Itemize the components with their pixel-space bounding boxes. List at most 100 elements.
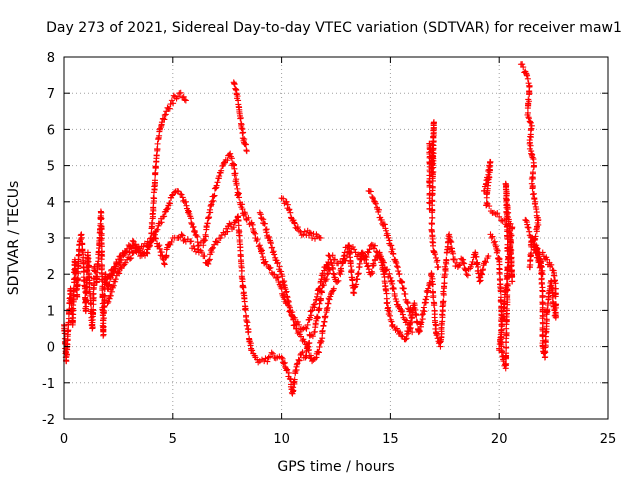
data-point [494, 210, 501, 217]
data-point [110, 282, 117, 289]
data-point [232, 170, 239, 177]
data-point [185, 209, 192, 216]
data-point [532, 198, 539, 205]
data-point [226, 220, 233, 227]
data-point [525, 115, 532, 122]
data-point [299, 349, 306, 356]
data-point [439, 307, 446, 314]
data-point [143, 249, 150, 256]
data-point [152, 235, 159, 242]
data-point [386, 308, 393, 315]
data-point [368, 241, 375, 248]
data-point [290, 316, 297, 323]
data-point [228, 155, 235, 162]
data-point [153, 152, 160, 159]
data-point [129, 250, 136, 257]
data-point [320, 282, 327, 289]
data-point [501, 291, 508, 298]
data-point [238, 267, 245, 274]
data-point [229, 160, 236, 167]
data-point [241, 136, 248, 143]
data-point [551, 278, 558, 285]
data-point [484, 255, 491, 262]
data-point [531, 196, 538, 203]
data-point [347, 263, 354, 270]
data-point [182, 97, 189, 104]
data-point [500, 304, 507, 311]
data-point [421, 308, 428, 315]
data-point [432, 251, 439, 258]
data-point [262, 258, 269, 265]
data-point [83, 303, 90, 310]
data-point [286, 304, 293, 311]
data-point [370, 262, 377, 269]
data-point [170, 100, 177, 107]
data-point [243, 147, 250, 154]
data-point [159, 213, 166, 220]
data-point [345, 242, 352, 249]
data-point [167, 200, 174, 207]
data-point [354, 276, 361, 283]
data-point [425, 285, 432, 292]
data-point [284, 201, 291, 208]
data-point [132, 247, 139, 254]
data-point [543, 323, 550, 330]
data-point [109, 267, 116, 274]
data-point [269, 350, 276, 357]
data-point [194, 233, 201, 240]
data-point [205, 260, 212, 267]
data-point [274, 259, 281, 266]
data-point [233, 180, 240, 187]
data-point [271, 251, 278, 258]
data-point [100, 323, 107, 330]
data-point [61, 330, 68, 337]
data-point [188, 219, 195, 226]
data-point [168, 238, 175, 245]
data-point [309, 235, 316, 241]
chart-title: Day 273 of 2021, Sidereal Day-to-day VTE… [46, 20, 622, 36]
data-point [224, 157, 231, 164]
data-point [383, 290, 390, 297]
data-point [285, 297, 292, 304]
data-point [74, 276, 81, 283]
x-axis-label: GPS time / hours [277, 459, 394, 475]
data-point [161, 261, 168, 268]
data-point [534, 219, 541, 226]
data-point [235, 217, 242, 224]
data-point [118, 257, 125, 264]
data-point [105, 282, 112, 289]
data-point [477, 277, 484, 284]
data-point [243, 322, 250, 329]
y-tick-label: 8 [47, 51, 55, 66]
data-point [78, 234, 85, 241]
data-point [320, 272, 327, 279]
data-point [264, 358, 271, 365]
data-point [503, 360, 510, 367]
x-tick-label: 5 [169, 432, 177, 447]
data-point [210, 193, 217, 200]
data-point [152, 163, 159, 170]
data-point [239, 125, 246, 132]
data-point [432, 325, 439, 332]
data-point [501, 217, 508, 224]
data-point [430, 247, 437, 254]
x-tick-label: 0 [60, 432, 68, 447]
data-point [216, 173, 223, 180]
data-point [502, 361, 509, 368]
data-point [323, 276, 330, 283]
data-point [348, 267, 355, 274]
data-point [312, 297, 319, 304]
data-point [399, 278, 406, 285]
data-point [161, 112, 168, 119]
data-point [272, 355, 279, 362]
data-point [161, 260, 168, 267]
data-point [407, 324, 414, 331]
data-point [526, 137, 533, 144]
data-point [105, 273, 112, 280]
data-point [153, 227, 160, 234]
data-point [552, 285, 559, 292]
data-point [393, 260, 400, 267]
data-point [152, 177, 159, 184]
data-point [205, 257, 212, 264]
data-point [155, 220, 162, 227]
